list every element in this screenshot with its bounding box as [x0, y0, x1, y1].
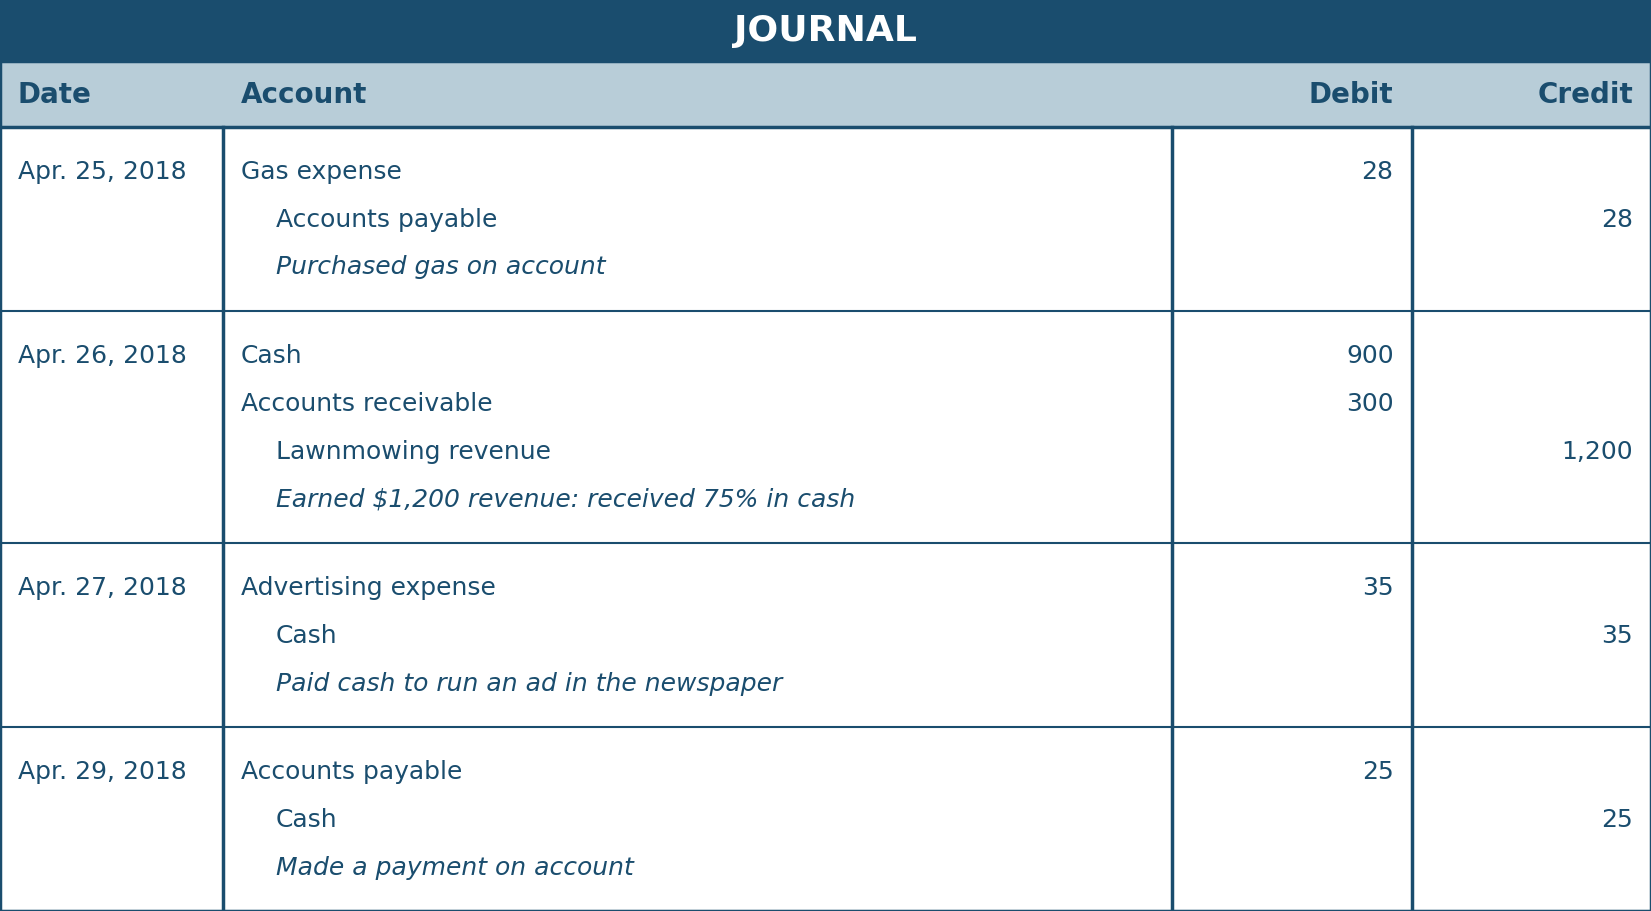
Text: Accounts payable: Accounts payable [241, 760, 462, 783]
Text: Cash: Cash [241, 343, 302, 368]
Text: Paid cash to run an ad in the newspaper: Paid cash to run an ad in the newspaper [276, 670, 783, 695]
Text: Earned $1,200 revenue: received 75% in cash: Earned $1,200 revenue: received 75% in c… [276, 486, 855, 511]
Bar [0, 727, 1651, 911]
Bar [0, 0, 1651, 62]
Bar [0, 543, 1651, 727]
Text: Lawnmowing revenue: Lawnmowing revenue [276, 439, 551, 463]
Text: 28: 28 [1362, 159, 1393, 184]
Bar [0, 312, 1651, 543]
Text: 35: 35 [1601, 623, 1633, 647]
Text: Credit: Credit [1537, 81, 1633, 108]
Text: Accounts payable: Accounts payable [276, 208, 497, 231]
Text: Apr. 29, 2018: Apr. 29, 2018 [18, 760, 187, 783]
Text: Cash: Cash [276, 623, 337, 647]
Text: Apr. 26, 2018: Apr. 26, 2018 [18, 343, 187, 368]
Bar [0, 128, 1651, 312]
Text: Apr. 27, 2018: Apr. 27, 2018 [18, 576, 187, 599]
Text: 25: 25 [1362, 760, 1393, 783]
Text: Purchased gas on account: Purchased gas on account [276, 255, 606, 279]
Bar [0, 62, 1651, 128]
Text: Account: Account [241, 81, 367, 108]
Text: Made a payment on account: Made a payment on account [276, 855, 634, 879]
Text: JOURNAL: JOURNAL [735, 14, 916, 48]
Text: Date: Date [18, 81, 92, 108]
Text: Gas expense: Gas expense [241, 159, 401, 184]
Text: 300: 300 [1346, 392, 1393, 415]
Text: 28: 28 [1601, 208, 1633, 231]
Text: Cash: Cash [276, 807, 337, 831]
Text: 900: 900 [1346, 343, 1393, 368]
Text: Accounts receivable: Accounts receivable [241, 392, 492, 415]
Text: Advertising expense: Advertising expense [241, 576, 495, 599]
Text: 35: 35 [1362, 576, 1393, 599]
Text: Debit: Debit [1309, 81, 1393, 108]
Text: 25: 25 [1601, 807, 1633, 831]
Text: Apr. 25, 2018: Apr. 25, 2018 [18, 159, 187, 184]
Text: 1,200: 1,200 [1562, 439, 1633, 463]
